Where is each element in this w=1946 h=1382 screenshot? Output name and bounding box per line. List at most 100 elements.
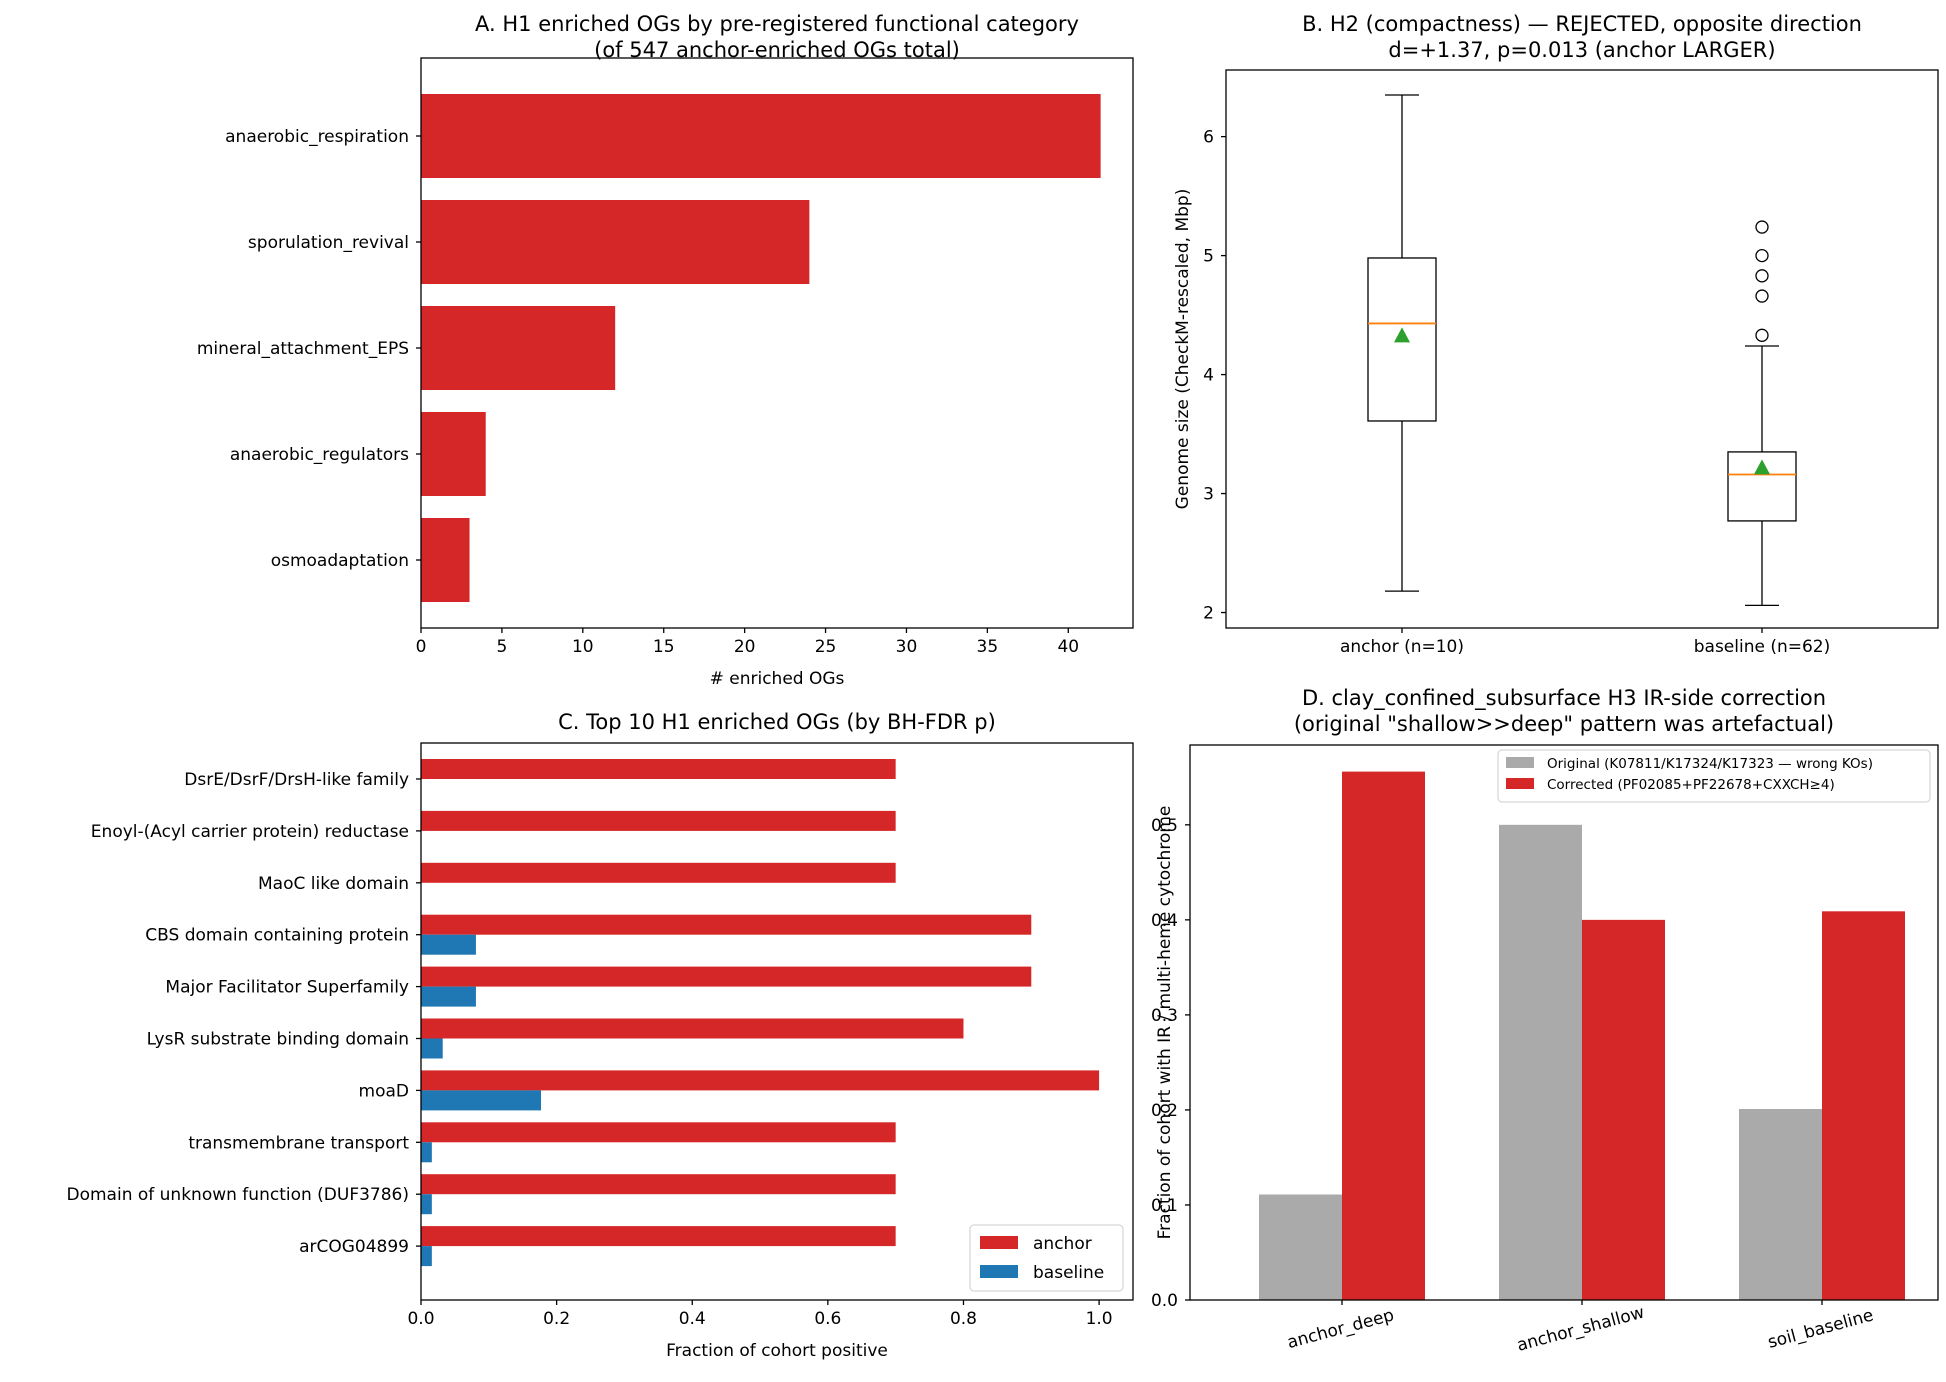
panel-d-legend-box — [1497, 749, 1931, 803]
panel-c-bar-baseline — [421, 1142, 432, 1163]
panel-b-mean-marker — [1754, 459, 1770, 475]
panel-a-bar — [421, 200, 810, 284]
panel-b-ytick-label: 5 — [1203, 247, 1214, 267]
panel-b-ytick-label: 2 — [1203, 604, 1214, 624]
panel-a-bar — [421, 412, 486, 496]
panel-a-ytick-label: anaerobic_regulators — [230, 445, 409, 465]
panel-c-bar-baseline — [421, 1194, 432, 1215]
panel-b-mean-marker — [1394, 327, 1410, 343]
panel-b-ytick-label: 6 — [1203, 128, 1214, 148]
panel-d-ytick-label: 0.5 — [1151, 816, 1178, 836]
panel-a-title-1: A. H1 enriched OGs by pre-registered fun… — [475, 12, 1079, 36]
panel-c-bar-anchor — [421, 966, 1032, 987]
panel-a-xtick-label: 40 — [1057, 637, 1079, 657]
panel-c-ytick-label: Major Facilitator Superfamily — [165, 978, 409, 998]
panel-a-xtick-label: 30 — [896, 637, 918, 657]
panel-b-xtick-label: anchor (n=10) — [1340, 637, 1464, 657]
panel-a-ytick-label: anaerobic_respiration — [225, 127, 409, 147]
panel-d-ytick-label: 0.2 — [1151, 1101, 1178, 1121]
panel-b-ytick-label: 4 — [1203, 366, 1214, 386]
panel-d-bar-corrected — [1342, 771, 1425, 1300]
panel-d-ytick-label: 0.0 — [1151, 1291, 1178, 1311]
panel-c-xtick-label: 1.0 — [1086, 1309, 1113, 1329]
panel-b-outlier — [1755, 248, 1769, 263]
panel-c-bar-anchor — [421, 810, 896, 831]
panel-c-bar-baseline — [421, 986, 476, 1007]
panel-d-xtick-label: soil_baseline — [1766, 1305, 1876, 1352]
panel-a-bar — [421, 518, 470, 602]
panel-b-ytick-label: 3 — [1203, 485, 1214, 505]
panel-c-legend-label: anchor — [1033, 1234, 1092, 1254]
panel-d-bar-corrected — [1822, 911, 1905, 1300]
panel-c-bar-anchor — [421, 1226, 896, 1247]
panel-c-bar-anchor — [421, 1122, 896, 1143]
panel-d-xtick-label: anchor_shallow — [1515, 1303, 1647, 1356]
panel-c-bar-anchor — [421, 759, 896, 779]
panel-d-xtick-label: anchor_deep — [1285, 1305, 1396, 1353]
panel-b-outlier — [1755, 269, 1769, 283]
panel-d-legend-swatch — [1506, 778, 1534, 789]
panel-c-title-1: C. Top 10 H1 enriched OGs (by BH-FDR p) — [558, 710, 996, 734]
panel-d-ytick-label: 0.1 — [1151, 1196, 1178, 1216]
panel-a-xtick-label: 15 — [653, 637, 675, 657]
panel-d-legend-swatch — [1506, 757, 1534, 768]
panel-b-title-1: B. H2 (compactness) — REJECTED, opposite… — [1302, 12, 1862, 36]
panel-c-legend-swatch — [980, 1265, 1018, 1278]
panel-c-bar-anchor — [421, 1070, 1100, 1091]
panel-c-bar-baseline — [421, 1246, 432, 1267]
panel-d-ytick-label: 0.3 — [1151, 1006, 1178, 1026]
panel-a-bar — [421, 94, 1101, 178]
panel-c-ytick-label: CBS domain containing protein — [145, 926, 409, 946]
panel-c-xtick-label: 0.2 — [543, 1309, 570, 1329]
panel-a-ytick-label: sporulation_revival — [248, 233, 409, 253]
panel-b-axes — [1225, 69, 1939, 629]
panel-a-xtick-label: 5 — [496, 637, 507, 657]
panel-b-box — [1367, 257, 1437, 422]
panel-a-xtick-label: 20 — [734, 637, 756, 657]
panel-c-ytick-label: MaoC like domain — [258, 874, 409, 894]
panel-a-bar — [421, 306, 616, 390]
panel-c-ytick-label: Domain of unknown function (DUF3786) — [67, 1185, 410, 1205]
panel-c-bar-baseline — [421, 1038, 443, 1059]
panel-b-ylabel: Genome size (CheckM-rescaled, Mbp) — [1173, 189, 1193, 510]
panel-c-ytick-label: arCOG04899 — [299, 1237, 409, 1257]
panel-c-ytick-label: moaD — [359, 1081, 409, 1101]
panel-a-xtick-label: 0 — [416, 637, 427, 657]
panel-a-xtick-label: 10 — [572, 637, 594, 657]
panel-c-bar-baseline — [421, 934, 476, 955]
panel-d-bar-corrected — [1582, 919, 1665, 1300]
panel-d-legend-label: Corrected (PF02085+PF22678+CXXCH≥4) — [1547, 777, 1835, 793]
panel-a-axes — [420, 57, 1134, 629]
panel-c-bar-anchor — [421, 914, 1032, 935]
panel-c-xtick-label: 0.6 — [814, 1309, 841, 1329]
panel-c-legend-swatch — [980, 1236, 1018, 1249]
panel-c-ytick-label: DsrE/DsrF/DrsH-like family — [184, 770, 409, 790]
panel-d-bar-original — [1739, 1108, 1822, 1300]
panel-b-title-2: d=+1.37, p=0.013 (anchor LARGER) — [1388, 38, 1775, 62]
panel-a-xtick-label: 25 — [815, 637, 837, 657]
panel-c-bar-anchor — [421, 1174, 896, 1195]
panel-d-bar-original — [1259, 1194, 1342, 1300]
panel-c-bar-baseline — [421, 1090, 542, 1111]
panel-b-xtick-label: baseline (n=62) — [1694, 637, 1831, 657]
panel-a-title-2: (of 547 anchor-enriched OGs total) — [594, 38, 960, 62]
panel-c-legend-label: baseline — [1033, 1263, 1104, 1283]
panel-c-xtick-label: 0.8 — [950, 1309, 977, 1329]
panel-c-axes — [420, 742, 1134, 1301]
panel-d-ytick-label: 0.4 — [1151, 911, 1178, 931]
panel-b-outlier — [1755, 289, 1769, 303]
panel-c-ytick-label: Enoyl-(Acyl carrier protein) reductase — [91, 822, 409, 842]
panel-c-ytick-label: transmembrane transport — [188, 1133, 409, 1153]
panel-c-xtick-label: 0.4 — [679, 1309, 706, 1329]
panel-d-axes — [1189, 744, 1939, 1301]
panel-c-bar-anchor — [421, 1018, 964, 1039]
panel-d-legend-label: Original (K07811/K17324/K17323 — wrong K… — [1547, 756, 1873, 772]
panel-d-title-2: (original "shallow>>deep" pattern was ar… — [1294, 712, 1834, 736]
panel-d-title-1: D. clay_confined_subsurface H3 IR-side c… — [1302, 686, 1826, 711]
panel-d-ylabel: Fraction of cohort with IR / multi-heme … — [1155, 806, 1175, 1240]
panel-c-ytick-label: LysR substrate binding domain — [147, 1030, 409, 1050]
panel-b-outlier — [1755, 220, 1769, 234]
panel-a-xtick-label: 35 — [977, 637, 999, 657]
panel-b-outlier — [1755, 328, 1769, 342]
